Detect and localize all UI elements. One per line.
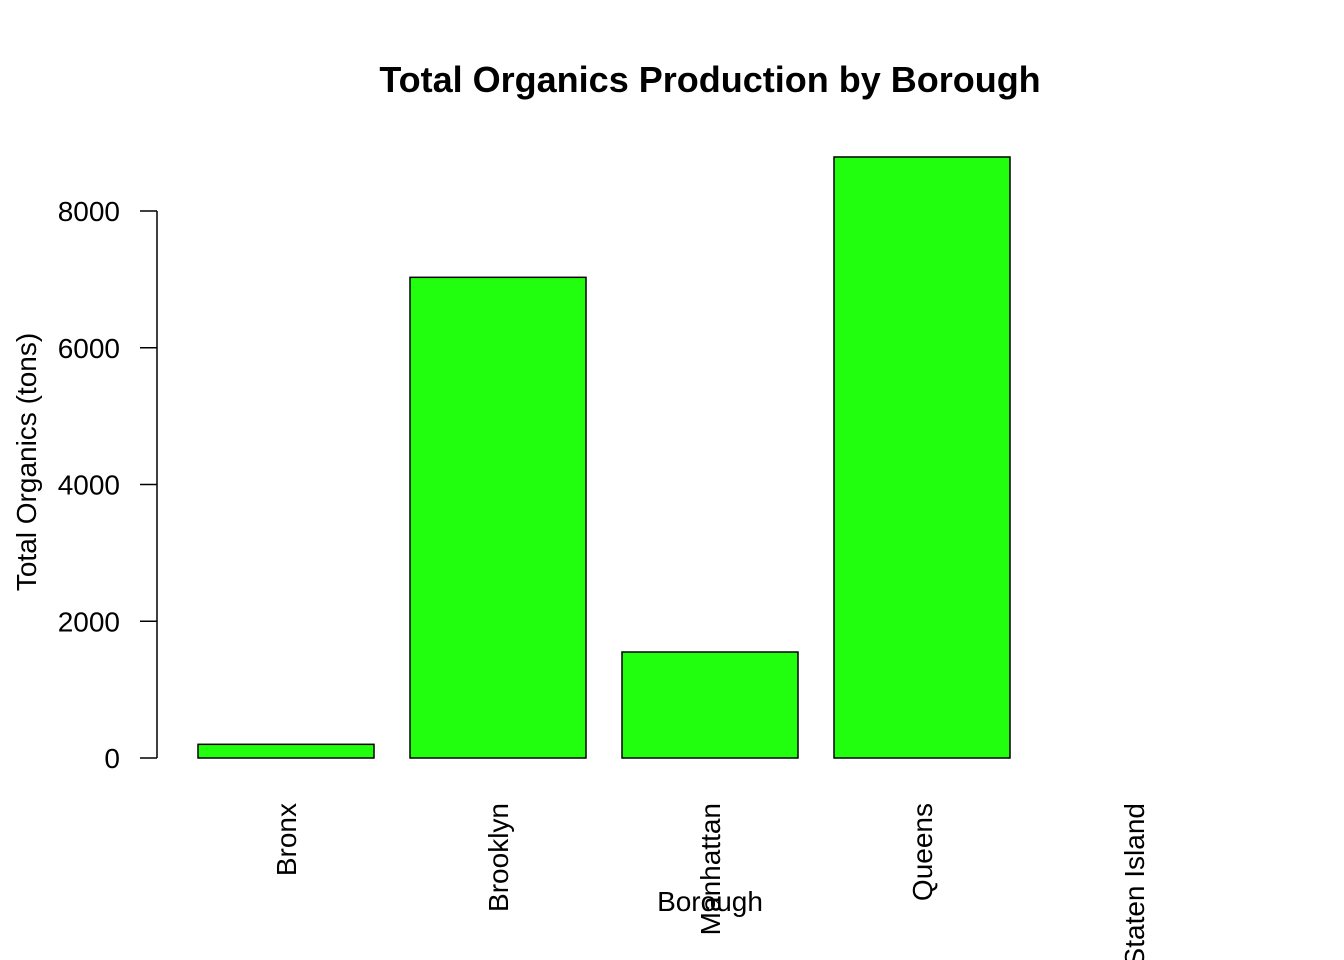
x-tick-label-staten-island: Staten Island <box>1119 803 1150 960</box>
x-axis-label: Borough <box>657 886 763 917</box>
y-tick-label: 2000 <box>58 606 120 637</box>
y-tick-label: 4000 <box>58 470 120 501</box>
bars-group <box>197 156 1011 759</box>
x-tick-label-manhattan: Manhattan <box>695 803 726 935</box>
y-tick-label: 6000 <box>58 333 120 364</box>
bar-queens <box>833 156 1011 759</box>
y-axis-label: Total Organics (tons) <box>11 333 42 591</box>
y-tick-label: 0 <box>104 743 120 774</box>
bar-brooklyn <box>409 276 587 759</box>
bar-manhattan <box>621 651 799 759</box>
y-tick-label: 8000 <box>58 196 120 227</box>
x-tick-label-queens: Queens <box>907 803 938 901</box>
x-tick-labels: Bronx Brooklyn Manhattan Queens Staten Islan… <box>271 803 1150 960</box>
x-tick-label-brooklyn: Brooklyn <box>483 803 514 912</box>
bar-bronx <box>197 743 375 759</box>
y-axis: 0 2000 4000 6000 8000 <box>58 196 158 774</box>
x-tick-label-bronx: Bronx <box>271 803 302 876</box>
chart-title: Total Organics Production by Borough <box>379 59 1040 100</box>
